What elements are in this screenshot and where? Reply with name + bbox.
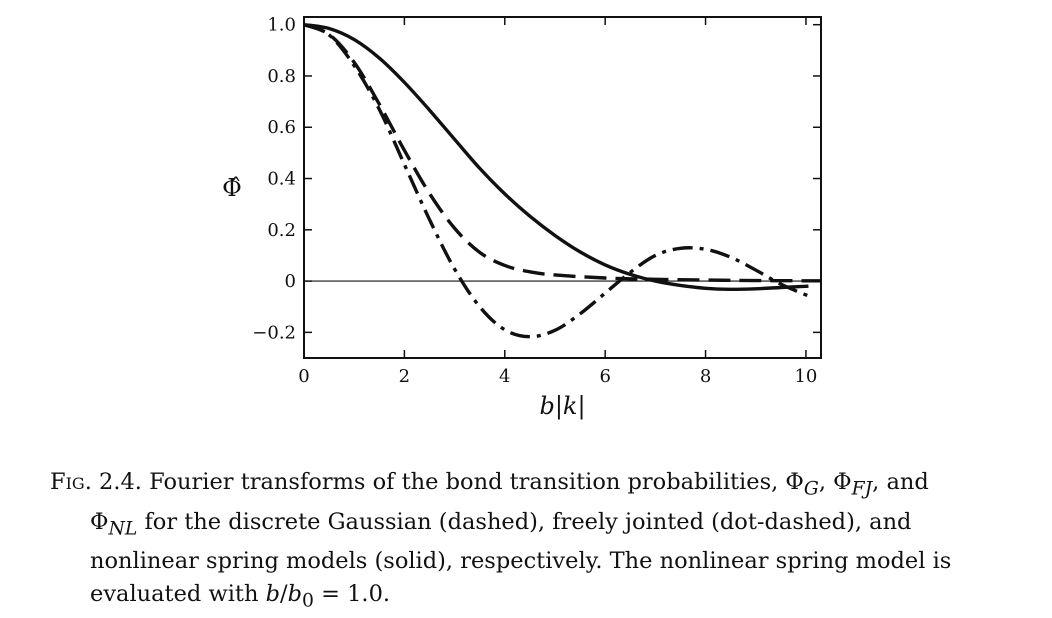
caption-line-3: nonlinear spring models (solid), respect… <box>90 548 952 574</box>
y-tick-label: 0 <box>285 271 296 292</box>
x-tick-label: 4 <box>499 366 510 387</box>
y-tick-label: 0.8 <box>267 66 296 87</box>
y-tick-label: 0.6 <box>267 117 296 138</box>
x-tick-label: 0 <box>298 366 309 387</box>
y-tick-label: −0.2 <box>252 322 296 343</box>
x-tick-label: 8 <box>700 366 711 387</box>
caption-line-1: Fig. 2.4. Fourier transforms of the bond… <box>50 469 929 500</box>
caption-line-4: evaluated with b/b0 = 1.0. <box>90 581 391 612</box>
series-dashed-line <box>304 23 821 283</box>
figure-label: Fig. 2.4. <box>50 469 142 495</box>
ticks-layer: 0 2 4 6 8 10 −0.2 0 0.2 0.4 0.6 0.8 1.0 <box>252 15 821 387</box>
x-tick-label: 10 <box>794 366 817 387</box>
x-axis-label: b|k| <box>539 392 585 421</box>
y-tick-label: 0.2 <box>267 220 296 241</box>
y-axis-label: Φ̂ <box>222 174 242 202</box>
series-solid-line <box>304 23 809 292</box>
plot-frame <box>303 16 822 359</box>
chart: 0 2 4 6 8 10 −0.2 0 0.2 0.4 0.6 0.8 1.0 b|k| Φ̂ <box>222 15 822 421</box>
figure-caption: Fig. 2.4. Fourier transforms of the bond… <box>50 466 1010 618</box>
y-tick-label: 0.4 <box>267 169 296 190</box>
x-tick-label: 2 <box>399 366 410 387</box>
axis-labels: b|k| Φ̂ <box>222 174 585 421</box>
x-tick-label: 6 <box>599 366 610 387</box>
series-layer <box>304 23 821 339</box>
series-dot-dashed-line <box>304 23 810 339</box>
caption-line-2: ΦNL for the discrete Gaussian (dashed), … <box>90 508 912 540</box>
y-tick-label: 1.0 <box>267 15 296 36</box>
